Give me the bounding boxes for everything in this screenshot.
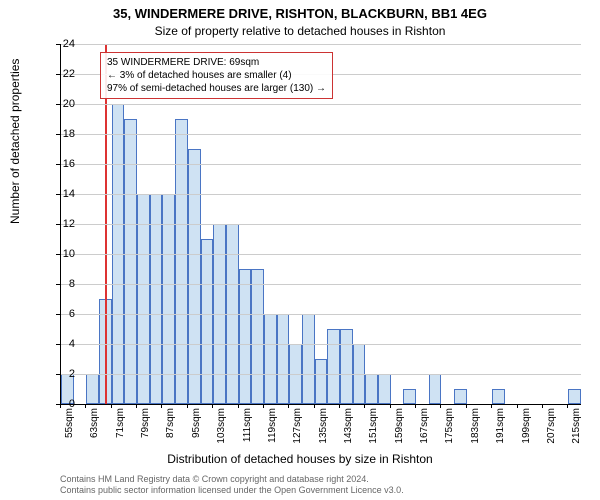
annotation-callout: 35 WINDERMERE DRIVE: 69sqm ← 3% of detac… bbox=[100, 52, 333, 99]
bar bbox=[251, 269, 264, 404]
y-tick-label: 20 bbox=[45, 98, 75, 110]
x-tick-label: 63sqm bbox=[89, 408, 100, 438]
bar bbox=[340, 329, 353, 404]
x-tick-label: 103sqm bbox=[216, 408, 227, 444]
x-tick-label: 215sqm bbox=[571, 408, 582, 444]
bar bbox=[137, 194, 150, 404]
bar bbox=[175, 119, 188, 404]
x-tick-label: 143sqm bbox=[343, 408, 354, 444]
x-tick-label: 151sqm bbox=[368, 408, 379, 444]
bar bbox=[239, 269, 252, 404]
x-tick-label: 135sqm bbox=[318, 408, 329, 444]
y-axis-title: Number of detached properties bbox=[8, 59, 22, 224]
bar bbox=[365, 374, 378, 404]
x-tick-label: 87sqm bbox=[165, 408, 176, 438]
bar bbox=[378, 374, 391, 404]
x-tick-label: 167sqm bbox=[419, 408, 430, 444]
x-tick-label: 191sqm bbox=[495, 408, 506, 444]
x-tick-label: 55sqm bbox=[64, 408, 75, 438]
y-tick-label: 22 bbox=[45, 68, 75, 80]
callout-line-3: 97% of semi-detached houses are larger (… bbox=[107, 82, 326, 95]
bar bbox=[150, 194, 163, 404]
x-tick-label: 207sqm bbox=[546, 408, 557, 444]
x-tick-label: 175sqm bbox=[444, 408, 455, 444]
bar bbox=[568, 389, 581, 404]
bar bbox=[264, 314, 277, 404]
chart-subtitle: Size of property relative to detached ho… bbox=[0, 24, 600, 38]
x-tick-label: 183sqm bbox=[470, 408, 481, 444]
bar bbox=[302, 314, 315, 404]
footer-attribution: Contains HM Land Registry data © Crown c… bbox=[60, 474, 404, 496]
x-axis-title: Distribution of detached houses by size … bbox=[0, 452, 600, 466]
y-tick-label: 16 bbox=[45, 158, 75, 170]
x-tick-label: 95sqm bbox=[191, 408, 202, 438]
x-tick-label: 79sqm bbox=[140, 408, 151, 438]
bar bbox=[124, 119, 137, 404]
callout-line-1: 35 WINDERMERE DRIVE: 69sqm bbox=[107, 56, 326, 69]
x-tick-label: 119sqm bbox=[267, 408, 278, 443]
chart-title: 35, WINDERMERE DRIVE, RISHTON, BLACKBURN… bbox=[0, 6, 600, 21]
bar bbox=[429, 374, 442, 404]
y-tick-label: 6 bbox=[45, 308, 75, 320]
bar bbox=[454, 389, 467, 404]
bar bbox=[315, 359, 328, 404]
y-tick-label: 18 bbox=[45, 128, 75, 140]
y-tick-label: 24 bbox=[45, 38, 75, 50]
bar bbox=[327, 329, 340, 404]
y-tick-label: 10 bbox=[45, 248, 75, 260]
x-tick-label: 111sqm bbox=[242, 408, 253, 442]
footer-line-2: Contains public sector information licen… bbox=[60, 485, 404, 496]
bar bbox=[201, 239, 214, 404]
x-tick-label: 199sqm bbox=[521, 408, 532, 444]
y-tick-label: 14 bbox=[45, 188, 75, 200]
bar bbox=[162, 194, 175, 404]
y-tick-label: 12 bbox=[45, 218, 75, 230]
footer-line-1: Contains HM Land Registry data © Crown c… bbox=[60, 474, 404, 485]
x-tick-label: 71sqm bbox=[115, 408, 126, 438]
bar bbox=[277, 314, 290, 404]
x-tick-label: 159sqm bbox=[394, 408, 405, 444]
callout-line-2: ← 3% of detached houses are smaller (4) bbox=[107, 69, 326, 82]
bar bbox=[403, 389, 416, 404]
bar bbox=[86, 374, 99, 404]
y-tick-label: 2 bbox=[45, 368, 75, 380]
bar bbox=[492, 389, 505, 404]
x-tick-label: 127sqm bbox=[292, 408, 303, 444]
y-tick-label: 4 bbox=[45, 338, 75, 350]
y-tick-label: 8 bbox=[45, 278, 75, 290]
bar bbox=[188, 149, 201, 404]
